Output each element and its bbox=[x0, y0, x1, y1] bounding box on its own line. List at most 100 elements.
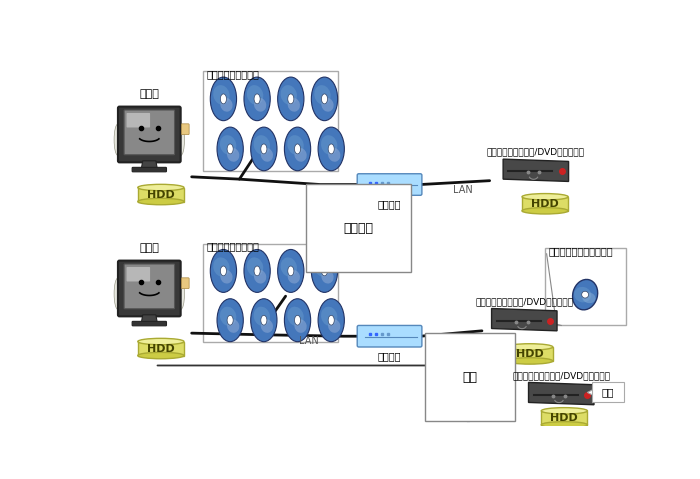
Ellipse shape bbox=[217, 127, 244, 171]
Ellipse shape bbox=[254, 270, 266, 284]
FancyBboxPatch shape bbox=[132, 321, 167, 326]
Text: HDD: HDD bbox=[531, 199, 559, 209]
Ellipse shape bbox=[278, 250, 304, 292]
Ellipse shape bbox=[114, 278, 122, 309]
Ellipse shape bbox=[458, 388, 483, 422]
Ellipse shape bbox=[467, 401, 474, 409]
Ellipse shape bbox=[214, 257, 230, 277]
Ellipse shape bbox=[295, 148, 307, 162]
Ellipse shape bbox=[288, 94, 294, 104]
Ellipse shape bbox=[507, 358, 553, 364]
Ellipse shape bbox=[541, 422, 587, 428]
Ellipse shape bbox=[507, 344, 553, 350]
Polygon shape bbox=[141, 161, 158, 168]
FancyBboxPatch shape bbox=[357, 325, 422, 347]
Ellipse shape bbox=[284, 299, 311, 342]
FancyBboxPatch shape bbox=[181, 124, 189, 135]
Text: LAN: LAN bbox=[441, 336, 461, 346]
FancyBboxPatch shape bbox=[545, 249, 626, 325]
Ellipse shape bbox=[328, 148, 340, 162]
Ellipse shape bbox=[138, 198, 184, 205]
Ellipse shape bbox=[177, 124, 185, 156]
FancyBboxPatch shape bbox=[118, 261, 181, 316]
Ellipse shape bbox=[220, 94, 227, 104]
Ellipse shape bbox=[321, 307, 337, 326]
Text: ダビング１０の番組: ダビング１０の番組 bbox=[206, 241, 259, 251]
Ellipse shape bbox=[253, 135, 270, 155]
Text: ブルーレイディスク/DVDレコーダー: ブルーレイディスク/DVDレコーダー bbox=[475, 297, 573, 306]
FancyBboxPatch shape bbox=[118, 107, 181, 162]
Ellipse shape bbox=[278, 77, 304, 121]
Ellipse shape bbox=[217, 299, 244, 342]
Ellipse shape bbox=[295, 319, 307, 333]
Ellipse shape bbox=[312, 77, 337, 121]
Ellipse shape bbox=[220, 270, 232, 284]
Ellipse shape bbox=[138, 353, 184, 359]
Text: ピエラ: ピエラ bbox=[139, 89, 159, 99]
Ellipse shape bbox=[177, 278, 185, 309]
Ellipse shape bbox=[281, 257, 297, 277]
Polygon shape bbox=[541, 411, 587, 425]
Ellipse shape bbox=[318, 299, 344, 342]
Polygon shape bbox=[491, 308, 557, 331]
Text: 消去: 消去 bbox=[602, 388, 615, 398]
Polygon shape bbox=[587, 389, 594, 396]
Ellipse shape bbox=[468, 402, 481, 414]
Ellipse shape bbox=[247, 257, 263, 277]
Text: LAN: LAN bbox=[314, 184, 334, 194]
FancyBboxPatch shape bbox=[203, 71, 338, 171]
Ellipse shape bbox=[288, 98, 300, 112]
Ellipse shape bbox=[114, 124, 122, 156]
Ellipse shape bbox=[220, 307, 237, 326]
Text: ルーター: ルーター bbox=[378, 351, 401, 361]
Text: LAN: LAN bbox=[453, 184, 473, 194]
Ellipse shape bbox=[541, 408, 587, 414]
Ellipse shape bbox=[328, 319, 340, 333]
Ellipse shape bbox=[287, 307, 304, 326]
Ellipse shape bbox=[314, 85, 330, 105]
Text: ピエラ: ピエラ bbox=[139, 243, 159, 253]
Ellipse shape bbox=[582, 291, 589, 298]
Text: ダビング: ダビング bbox=[344, 222, 374, 235]
Ellipse shape bbox=[210, 250, 237, 292]
FancyBboxPatch shape bbox=[181, 278, 189, 289]
Ellipse shape bbox=[582, 292, 596, 303]
Text: HDD: HDD bbox=[516, 349, 544, 359]
Text: ブルーレイディスク/DVDレコーダー: ブルーレイディスク/DVDレコーダー bbox=[512, 371, 610, 380]
Ellipse shape bbox=[328, 315, 335, 325]
Ellipse shape bbox=[254, 266, 260, 276]
FancyBboxPatch shape bbox=[357, 174, 422, 195]
Ellipse shape bbox=[573, 279, 598, 310]
Ellipse shape bbox=[261, 319, 273, 333]
Ellipse shape bbox=[321, 135, 337, 155]
Ellipse shape bbox=[281, 85, 297, 105]
Text: HDD: HDD bbox=[147, 190, 175, 200]
Ellipse shape bbox=[288, 266, 294, 276]
Ellipse shape bbox=[220, 98, 232, 112]
Ellipse shape bbox=[261, 144, 267, 154]
Text: ダビング１０の番組: ダビング１０の番組 bbox=[206, 69, 259, 79]
Ellipse shape bbox=[210, 77, 237, 121]
Ellipse shape bbox=[287, 135, 304, 155]
Ellipse shape bbox=[522, 207, 568, 214]
Ellipse shape bbox=[261, 315, 267, 325]
Ellipse shape bbox=[261, 148, 273, 162]
Text: １回だけ録画可能の番組: １回だけ録画可能の番組 bbox=[548, 246, 612, 256]
Ellipse shape bbox=[328, 144, 335, 154]
Ellipse shape bbox=[522, 194, 568, 200]
Text: HDD: HDD bbox=[550, 413, 578, 423]
Ellipse shape bbox=[312, 250, 337, 292]
Ellipse shape bbox=[244, 77, 270, 121]
Polygon shape bbox=[138, 188, 184, 202]
Text: 移動: 移動 bbox=[463, 371, 477, 384]
FancyBboxPatch shape bbox=[203, 244, 338, 342]
Ellipse shape bbox=[227, 319, 239, 333]
Text: ブルーレイディスク/DVDレコーダー: ブルーレイディスク/DVDレコーダー bbox=[487, 148, 585, 157]
Polygon shape bbox=[528, 382, 594, 405]
Ellipse shape bbox=[574, 287, 592, 302]
Text: HDD: HDD bbox=[147, 343, 175, 354]
Ellipse shape bbox=[138, 184, 184, 191]
Text: ルーター: ルーター bbox=[378, 199, 401, 209]
Ellipse shape bbox=[227, 315, 233, 325]
Ellipse shape bbox=[318, 127, 344, 171]
